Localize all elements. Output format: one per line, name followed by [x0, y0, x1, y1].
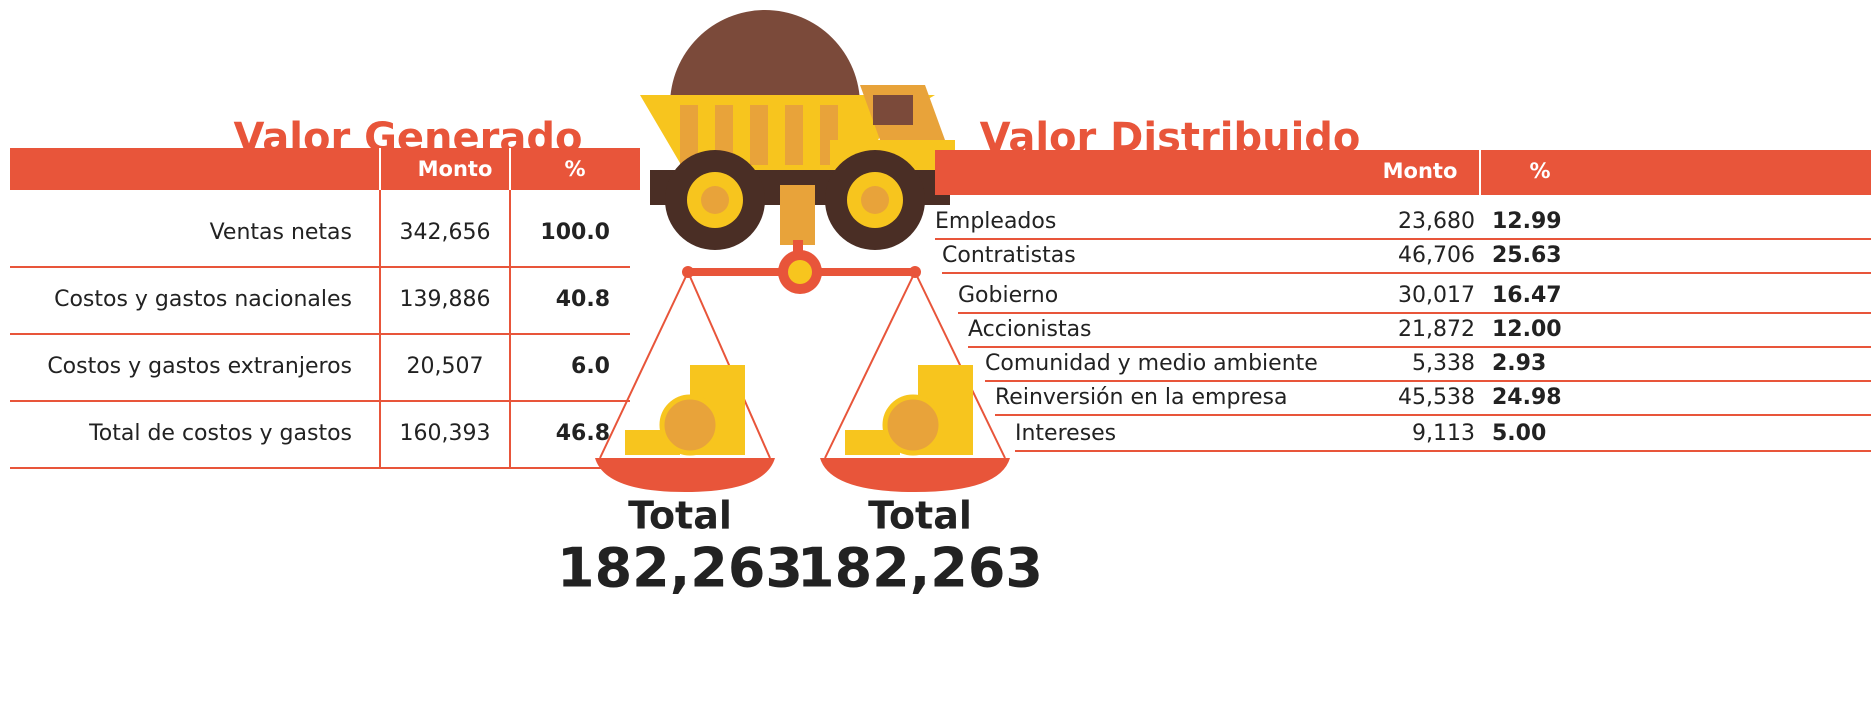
percent: 2.93 — [1492, 351, 1546, 376]
row-label: Contratistas — [942, 243, 1076, 268]
amount: 139,886 — [400, 287, 491, 312]
row-label: Gobierno — [958, 283, 1058, 308]
percent: 40.8 — [556, 287, 610, 312]
amount: 45,538 — [1398, 385, 1475, 410]
amount: 46,706 — [1398, 243, 1475, 268]
amount: 23,680 — [1398, 209, 1475, 234]
column-header: % — [1529, 159, 1550, 183]
total-value: 182,263 — [797, 537, 1043, 600]
row-label: Intereses — [1015, 421, 1116, 446]
amount: 30,017 — [1398, 283, 1475, 308]
amount: 342,656 — [400, 220, 491, 245]
header-bar — [10, 148, 640, 190]
column-header: % — [564, 157, 585, 181]
row-label: Total de costos y gastos — [88, 421, 352, 446]
row-label: Costos y gastos nacionales — [54, 287, 352, 312]
amount: 160,393 — [400, 421, 491, 446]
row-label: Costos y gastos extranjeros — [47, 354, 352, 379]
percent: 46.8 — [556, 421, 610, 446]
row-label: Accionistas — [968, 317, 1092, 342]
row-label: Empleados — [935, 209, 1056, 234]
column-header: Monto — [1383, 159, 1458, 183]
percent: 25.63 — [1492, 243, 1562, 268]
percent: 12.99 — [1492, 209, 1562, 234]
column-header: Monto — [418, 157, 493, 181]
amount: 9,113 — [1412, 421, 1475, 446]
percent: 16.47 — [1492, 283, 1562, 308]
total-label: Total — [868, 494, 972, 538]
percent: 6.0 — [571, 354, 610, 379]
truck-illustration — [640, 10, 955, 250]
amount: 21,872 — [1398, 317, 1475, 342]
infographic: Valor GeneradoMonto%Ventas netas342,6561… — [0, 0, 1871, 701]
percent: 100.0 — [540, 220, 610, 245]
total-value: 182,263 — [557, 537, 803, 600]
percent: 12.00 — [1492, 317, 1562, 342]
scale-illustration — [595, 240, 1010, 492]
percent: 5.00 — [1492, 421, 1546, 446]
amount: 20,507 — [407, 354, 484, 379]
row-label: Ventas netas — [210, 220, 352, 245]
row-label: Comunidad y medio ambiente — [985, 351, 1318, 376]
amount: 5,338 — [1412, 351, 1475, 376]
row-label: Reinversión en la empresa — [995, 385, 1288, 410]
total-label: Total — [628, 494, 732, 538]
percent: 24.98 — [1492, 385, 1562, 410]
